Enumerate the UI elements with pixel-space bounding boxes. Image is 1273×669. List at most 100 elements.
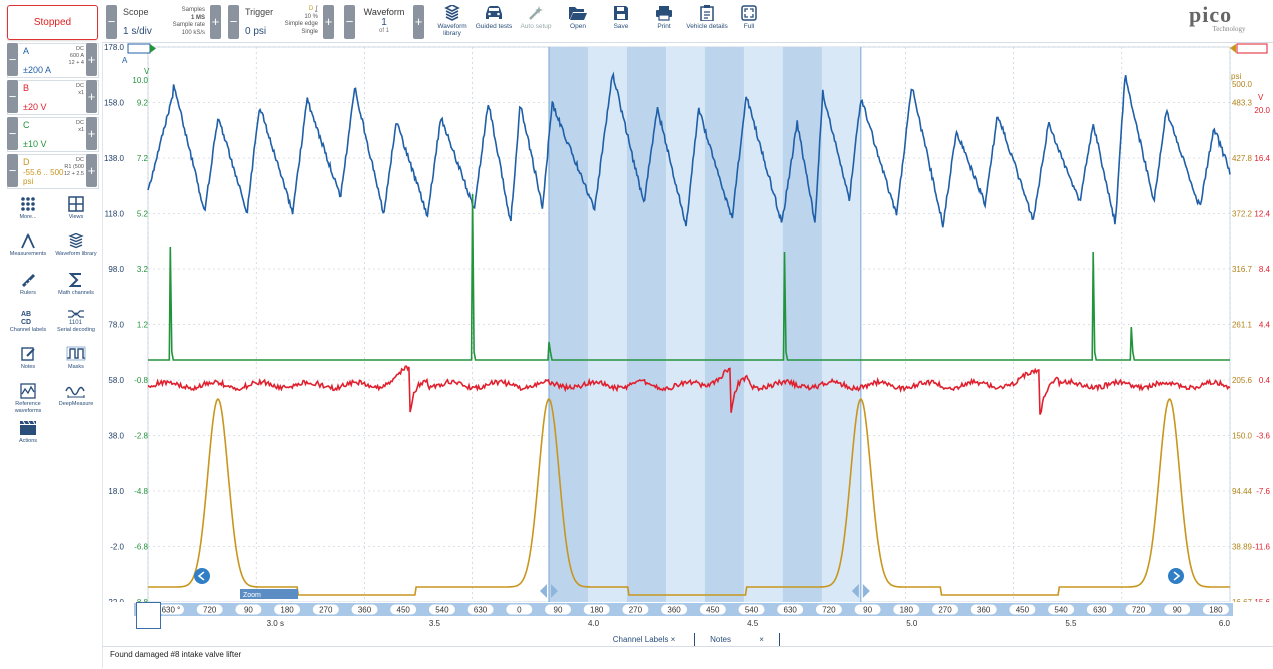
crank-angle-pill	[854, 604, 881, 615]
math-channels-label: Math channels	[58, 290, 94, 296]
timebase-box[interactable]: Scope 1 s/div Samples 1 MS Sample rate 1…	[118, 5, 209, 39]
oscilloscope-plot[interactable]: 178.0 158.0 138.0 118.0 98.0 78.0 58.0 38.0 18.0…	[102, 42, 1273, 602]
left-axis: 178.0 158.0 138.0 118.0 98.0 78.0 58.0 38.0 18.0…	[104, 43, 150, 602]
crank-angle-pill	[390, 604, 417, 615]
crank-angle-label: 90	[244, 606, 253, 615]
sample-rate-label: Sample rate	[172, 22, 205, 28]
axis-c-tick: -0.8	[134, 376, 148, 385]
crank-angle-label: 180	[280, 606, 294, 615]
channel-c-decrease-button[interactable]: −	[7, 117, 18, 150]
crank-angle-label: 450	[706, 606, 720, 615]
zoom-highlight-region[interactable]	[548, 47, 862, 602]
notes-button[interactable]: Notes	[4, 346, 52, 371]
print-button[interactable]: Print	[640, 4, 688, 40]
time-axis-label: 5.0	[906, 619, 918, 628]
waveform-library-tool-button[interactable]: Waveform library	[52, 233, 100, 258]
reference-waveforms-label: Reference waveforms	[14, 401, 42, 414]
waveform-next-button[interactable]: +	[413, 5, 424, 39]
channel-b-increase-button[interactable]: +	[86, 80, 97, 113]
cycle-band	[548, 47, 588, 602]
crank-angle-pill	[274, 604, 301, 615]
masks-icon	[66, 346, 86, 361]
guided-tests-button[interactable]: Guided tests	[470, 4, 518, 40]
time-axis-label: 3.5	[429, 619, 441, 628]
zoom-handle-left[interactable]	[851, 584, 859, 598]
zoom-handle-right[interactable]	[862, 584, 870, 598]
full-screen-button[interactable]: Full	[725, 4, 773, 40]
math-channels-button[interactable]: Math channels	[52, 272, 100, 297]
channel-c-offset-marker[interactable]	[150, 44, 156, 53]
trigger-box[interactable]: Trigger 0 psi D ⨜ 10 % Simple edge Singl…	[240, 5, 322, 39]
rising-edge-icon: ⨜	[314, 6, 318, 12]
channel-b-card[interactable]: − B ±20 V DC x1 +	[7, 80, 99, 115]
views-button[interactable]: Views	[52, 196, 100, 221]
zoom-handle-right[interactable]	[550, 584, 558, 598]
channel-b-decrease-button[interactable]: −	[7, 80, 18, 113]
waveform-library-button[interactable]: Waveform library	[428, 4, 476, 40]
time-axis-label: 5.5	[1065, 619, 1077, 628]
channel-a-card[interactable]: − A ±200 A DC 600 A 12 + 4 +	[7, 43, 99, 78]
actions-button[interactable]: Actions	[4, 420, 52, 445]
close-icon[interactable]: ×	[759, 635, 764, 644]
tab-channel-labels[interactable]: Channel Labels ×	[602, 633, 686, 647]
vehicle-details-button[interactable]: Vehicle details	[683, 4, 731, 40]
measurements-icon	[21, 233, 35, 249]
open-button[interactable]: Open	[554, 4, 602, 40]
crank-angle-pill	[1009, 604, 1036, 615]
scroll-left-button[interactable]	[194, 568, 210, 584]
crank-angle-label: 90	[863, 606, 872, 615]
full-label: Full	[743, 23, 755, 30]
timebase-increase-button[interactable]: +	[210, 5, 221, 39]
axis-a-tick: 178.0	[104, 43, 125, 52]
zoom-control[interactable]	[240, 589, 298, 599]
timebase-decrease-button[interactable]: −	[106, 5, 117, 39]
crank-angle-label: 360	[667, 606, 681, 615]
waveform-box[interactable]: Waveform 1 of 1	[356, 5, 412, 39]
crank-angle-label: 270	[629, 606, 643, 615]
axis-d-unit: psi	[1231, 72, 1241, 81]
serial-decoding-label: Serial decoding	[57, 327, 95, 333]
channel-a-offset-marker[interactable]	[127, 43, 151, 54]
reference-waveforms-button[interactable]: Reference waveforms	[4, 383, 52, 414]
deepmeasure-button[interactable]: DeepMeasure	[52, 383, 100, 408]
zoom-handle-left[interactable]	[539, 584, 547, 598]
notes-icon	[21, 347, 35, 361]
waveform-previous-button[interactable]: −	[344, 5, 355, 39]
channel-labels-button[interactable]: AB CD Channel labels	[4, 309, 52, 334]
start-stop-button[interactable]: Stopped	[7, 5, 98, 40]
channel-b-offset-marker[interactable]	[1236, 43, 1268, 54]
measurements-button[interactable]: Measurements	[4, 233, 52, 258]
rulers-button[interactable]: Rulers	[4, 272, 52, 297]
tab-notes[interactable]: Notes ×	[694, 633, 780, 647]
channel-a-decrease-button[interactable]: −	[7, 43, 18, 76]
close-icon[interactable]: ×	[670, 635, 676, 644]
channel-d-increase-button[interactable]: +	[86, 154, 97, 187]
more-button[interactable]: More...	[4, 196, 52, 221]
scroll-right-button[interactable]	[1168, 568, 1184, 584]
auto-setup-button[interactable]: Auto setup	[512, 4, 560, 40]
trigger-increase-button[interactable]: +	[323, 5, 334, 39]
plot-canvas[interactable]: 178.0 158.0 138.0 118.0 98.0 78.0 58.0 38.0 18.0…	[102, 42, 1273, 602]
crank-angle-label: 540	[435, 606, 449, 615]
masks-button[interactable]: Masks	[52, 346, 100, 371]
ruler-drag-handle[interactable]	[136, 602, 161, 629]
axis-c-tick: -6.8	[134, 543, 148, 552]
crank-angle-ruler[interactable]: 630 ° 720 90 180 270 360 450 540 630 0 90 180 270 360…	[134, 603, 1233, 616]
channel-c-card[interactable]: − C ±10 V DC x1 +	[7, 117, 99, 152]
channel-c-increase-button[interactable]: +	[86, 117, 97, 150]
channel-d-offset-marker[interactable]	[1230, 44, 1236, 53]
axis-b-tick: 20.0	[1254, 106, 1270, 115]
trigger-decrease-button[interactable]: −	[228, 5, 239, 39]
channel-a-increase-button[interactable]: +	[86, 43, 97, 76]
left-panel: − A ±200 A DC 600 A 12 + 4 + − B ±20 V DC x…	[0, 42, 103, 668]
notes-panel[interactable]: Found damaged #8 intake valve lifter	[102, 646, 1273, 669]
chevron-right-icon	[1173, 571, 1181, 581]
serial-decoding-button[interactable]: 1101 Serial decoding	[52, 309, 100, 334]
channel-c-range: ±10 V	[23, 139, 47, 149]
save-button[interactable]: Save	[597, 4, 645, 40]
channel-d-decrease-button[interactable]: −	[7, 154, 18, 187]
axis-b-tick: -11.6	[1252, 543, 1270, 552]
channel-d-card[interactable]: − D -55.6 .. 500 psi DC R1 (500 12 + 2.5 +	[7, 154, 99, 189]
auto-setup-label: Auto setup	[520, 23, 552, 30]
axis-b-tick: 0.4	[1259, 376, 1271, 385]
